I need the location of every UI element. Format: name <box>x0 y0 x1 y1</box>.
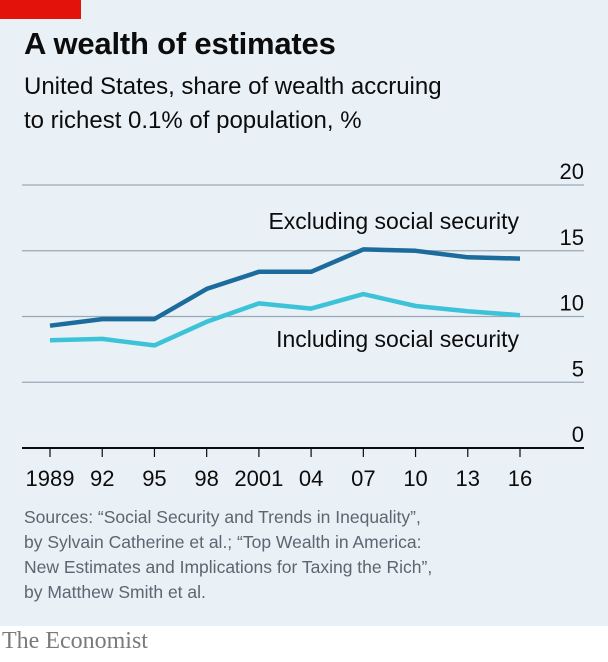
sources-line-1: Sources: “Social Security and Trends in … <box>24 507 421 527</box>
chart-subtitle: United States, share of wealth accruing … <box>24 70 584 138</box>
x-tick-label-95: 95 <box>142 466 166 491</box>
x-tick-label-10: 10 <box>403 466 427 491</box>
x-tick-label-07: 07 <box>351 466 375 491</box>
series-line-including <box>49 291 521 348</box>
subtitle-line-1: United States, share of wealth accruing <box>24 73 442 100</box>
y-tick-label-15: 15 <box>560 225 584 250</box>
chart-title: A wealth of estimates <box>24 26 336 61</box>
x-tick-label-1989: 1989 <box>26 466 75 491</box>
x-tick-label-2001: 2001 <box>234 466 283 491</box>
sources-line-3: New Estimates and Implications for Taxin… <box>24 557 433 577</box>
economist-logo: The Economist <box>2 628 148 654</box>
x-tick-label-92: 92 <box>90 466 114 491</box>
y-tick-label-10: 10 <box>560 291 584 316</box>
series-label-including: Including social security <box>276 326 519 352</box>
y-tick-label-20: 20 <box>560 159 584 184</box>
y-tick-label-0: 0 <box>572 422 584 447</box>
chart-card: A wealth of estimates United States, sha… <box>0 0 608 626</box>
brand-red-tag <box>0 0 81 19</box>
series-label-excluding: Excluding social security <box>268 208 519 234</box>
subtitle-line-2: to richest 0.1% of population, % <box>24 107 362 134</box>
sources-line-4: by Matthew Smith et al. <box>24 582 206 602</box>
sources-line-2: by Sylvain Catherine et al.; “Top Wealth… <box>24 532 422 552</box>
x-tick-label-13: 13 <box>456 466 480 491</box>
series-line-excluding <box>49 247 521 328</box>
x-tick-label-16: 16 <box>508 466 532 491</box>
y-tick-label-5: 5 <box>572 356 584 381</box>
x-tick-label-04: 04 <box>299 466 323 491</box>
line-chart: 0 5 10 15 20 1989 92 95 98 2001 04 07 10 13 16 Excludin… <box>22 159 584 491</box>
sources-note: Sources: “Social Security and Trends in … <box>24 505 594 605</box>
x-tick-label-98: 98 <box>194 466 218 491</box>
